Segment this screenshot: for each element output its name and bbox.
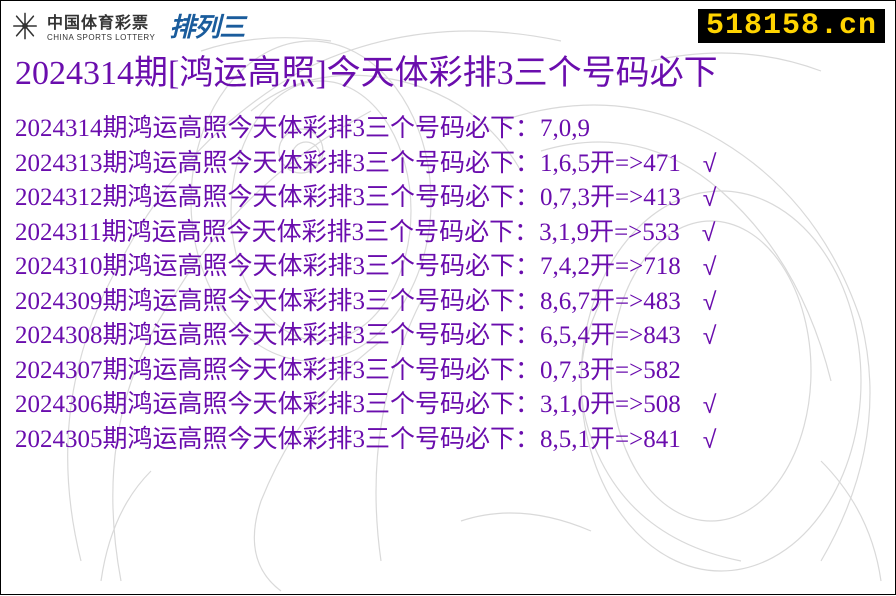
checkmark-icon: √ <box>703 147 717 182</box>
row-text: 2024313期鸿运高照今天体彩排3三个号码必下：1,6,5 <box>15 147 590 182</box>
prediction-row: 2024306期鸿运高照今天体彩排3三个号码必下：3,1,0 开=>508 √ <box>15 388 881 423</box>
checkmark-icon: √ <box>702 216 716 251</box>
watermark-link[interactable]: 518158.cn <box>698 9 885 43</box>
checkmark-icon: √ <box>703 423 717 458</box>
header: 中国体育彩票 CHINA SPORTS LOTTERY 排列三 518158.c… <box>1 1 895 44</box>
logo-text-block: 中国体育彩票 CHINA SPORTS LOTTERY <box>47 9 155 42</box>
prediction-row: 2024308期鸿运高照今天体彩排3三个号码必下：6,5,4 开=>843 √ <box>15 319 881 354</box>
row-result: 开=>718 <box>590 250 681 285</box>
prediction-list: 2024314期鸿运高照今天体彩排3三个号码必下：7,0,92024313期鸿运… <box>1 106 895 457</box>
prediction-row: 2024309期鸿运高照今天体彩排3三个号码必下：8,6,7 开=>483 √ <box>15 285 881 320</box>
logo-pls: 排列三 <box>169 7 244 44</box>
prediction-row: 2024307期鸿运高照今天体彩排3三个号码必下：0,7,3 开=>582 <box>15 354 881 389</box>
logo-cn: 中国体育彩票 <box>47 9 155 33</box>
row-result: 开=>508 <box>590 388 681 423</box>
row-result: 开=>843 <box>590 319 681 354</box>
prediction-row: 2024310期鸿运高照今天体彩排3三个号码必下：7,4,2 开=>718 √ <box>15 250 881 285</box>
prediction-row: 2024311期鸿运高照今天体彩排3三个号码必下：3,1,9 开=>533 √ <box>15 216 881 251</box>
page-title: 2024314期[鸿运高照]今天体彩排3三个号码必下 <box>1 44 895 106</box>
row-text: 2024308期鸿运高照今天体彩排3三个号码必下：6,5,4 <box>15 319 590 354</box>
row-result: 开=>841 <box>590 423 681 458</box>
row-text: 2024311期鸿运高照今天体彩排3三个号码必下：3,1,9 <box>15 216 589 251</box>
prediction-row: 2024314期鸿运高照今天体彩排3三个号码必下：7,0,9 <box>15 112 881 147</box>
row-result: 开=>582 <box>590 354 681 389</box>
prediction-row: 2024313期鸿运高照今天体彩排3三个号码必下：1,6,5 开=>471 √ <box>15 147 881 182</box>
checkmark-icon: √ <box>703 388 717 423</box>
checkmark-icon: √ <box>703 285 717 320</box>
row-result: 开=>413 <box>590 181 681 216</box>
checkmark-icon: √ <box>703 319 717 354</box>
row-text: 2024310期鸿运高照今天体彩排3三个号码必下：7,4,2 <box>15 250 590 285</box>
row-text: 2024305期鸿运高照今天体彩排3三个号码必下：8,5,1 <box>15 423 590 458</box>
row-text: 2024309期鸿运高照今天体彩排3三个号码必下：8,6,7 <box>15 285 590 320</box>
row-result: 开=>483 <box>590 285 681 320</box>
lottery-logo-icon <box>11 12 39 40</box>
checkmark-icon: √ <box>703 250 717 285</box>
prediction-row: 2024305期鸿运高照今天体彩排3三个号码必下：8,5,1 开=>841 √ <box>15 423 881 458</box>
prediction-row: 2024312期鸿运高照今天体彩排3三个号码必下：0,7,3 开=>413 √ <box>15 181 881 216</box>
row-text: 2024306期鸿运高照今天体彩排3三个号码必下：3,1,0 <box>15 388 590 423</box>
row-text: 2024307期鸿运高照今天体彩排3三个号码必下：0,7,3 <box>15 354 590 389</box>
row-text: 2024312期鸿运高照今天体彩排3三个号码必下：0,7,3 <box>15 181 590 216</box>
checkmark-icon: √ <box>703 181 717 216</box>
row-text: 2024314期鸿运高照今天体彩排3三个号码必下：7,0,9 <box>15 112 590 147</box>
logo-block: 中国体育彩票 CHINA SPORTS LOTTERY 排列三 <box>11 7 244 44</box>
logo-en: CHINA SPORTS LOTTERY <box>47 33 155 42</box>
row-result: 开=>471 <box>590 147 681 182</box>
row-result: 开=>533 <box>589 216 680 251</box>
